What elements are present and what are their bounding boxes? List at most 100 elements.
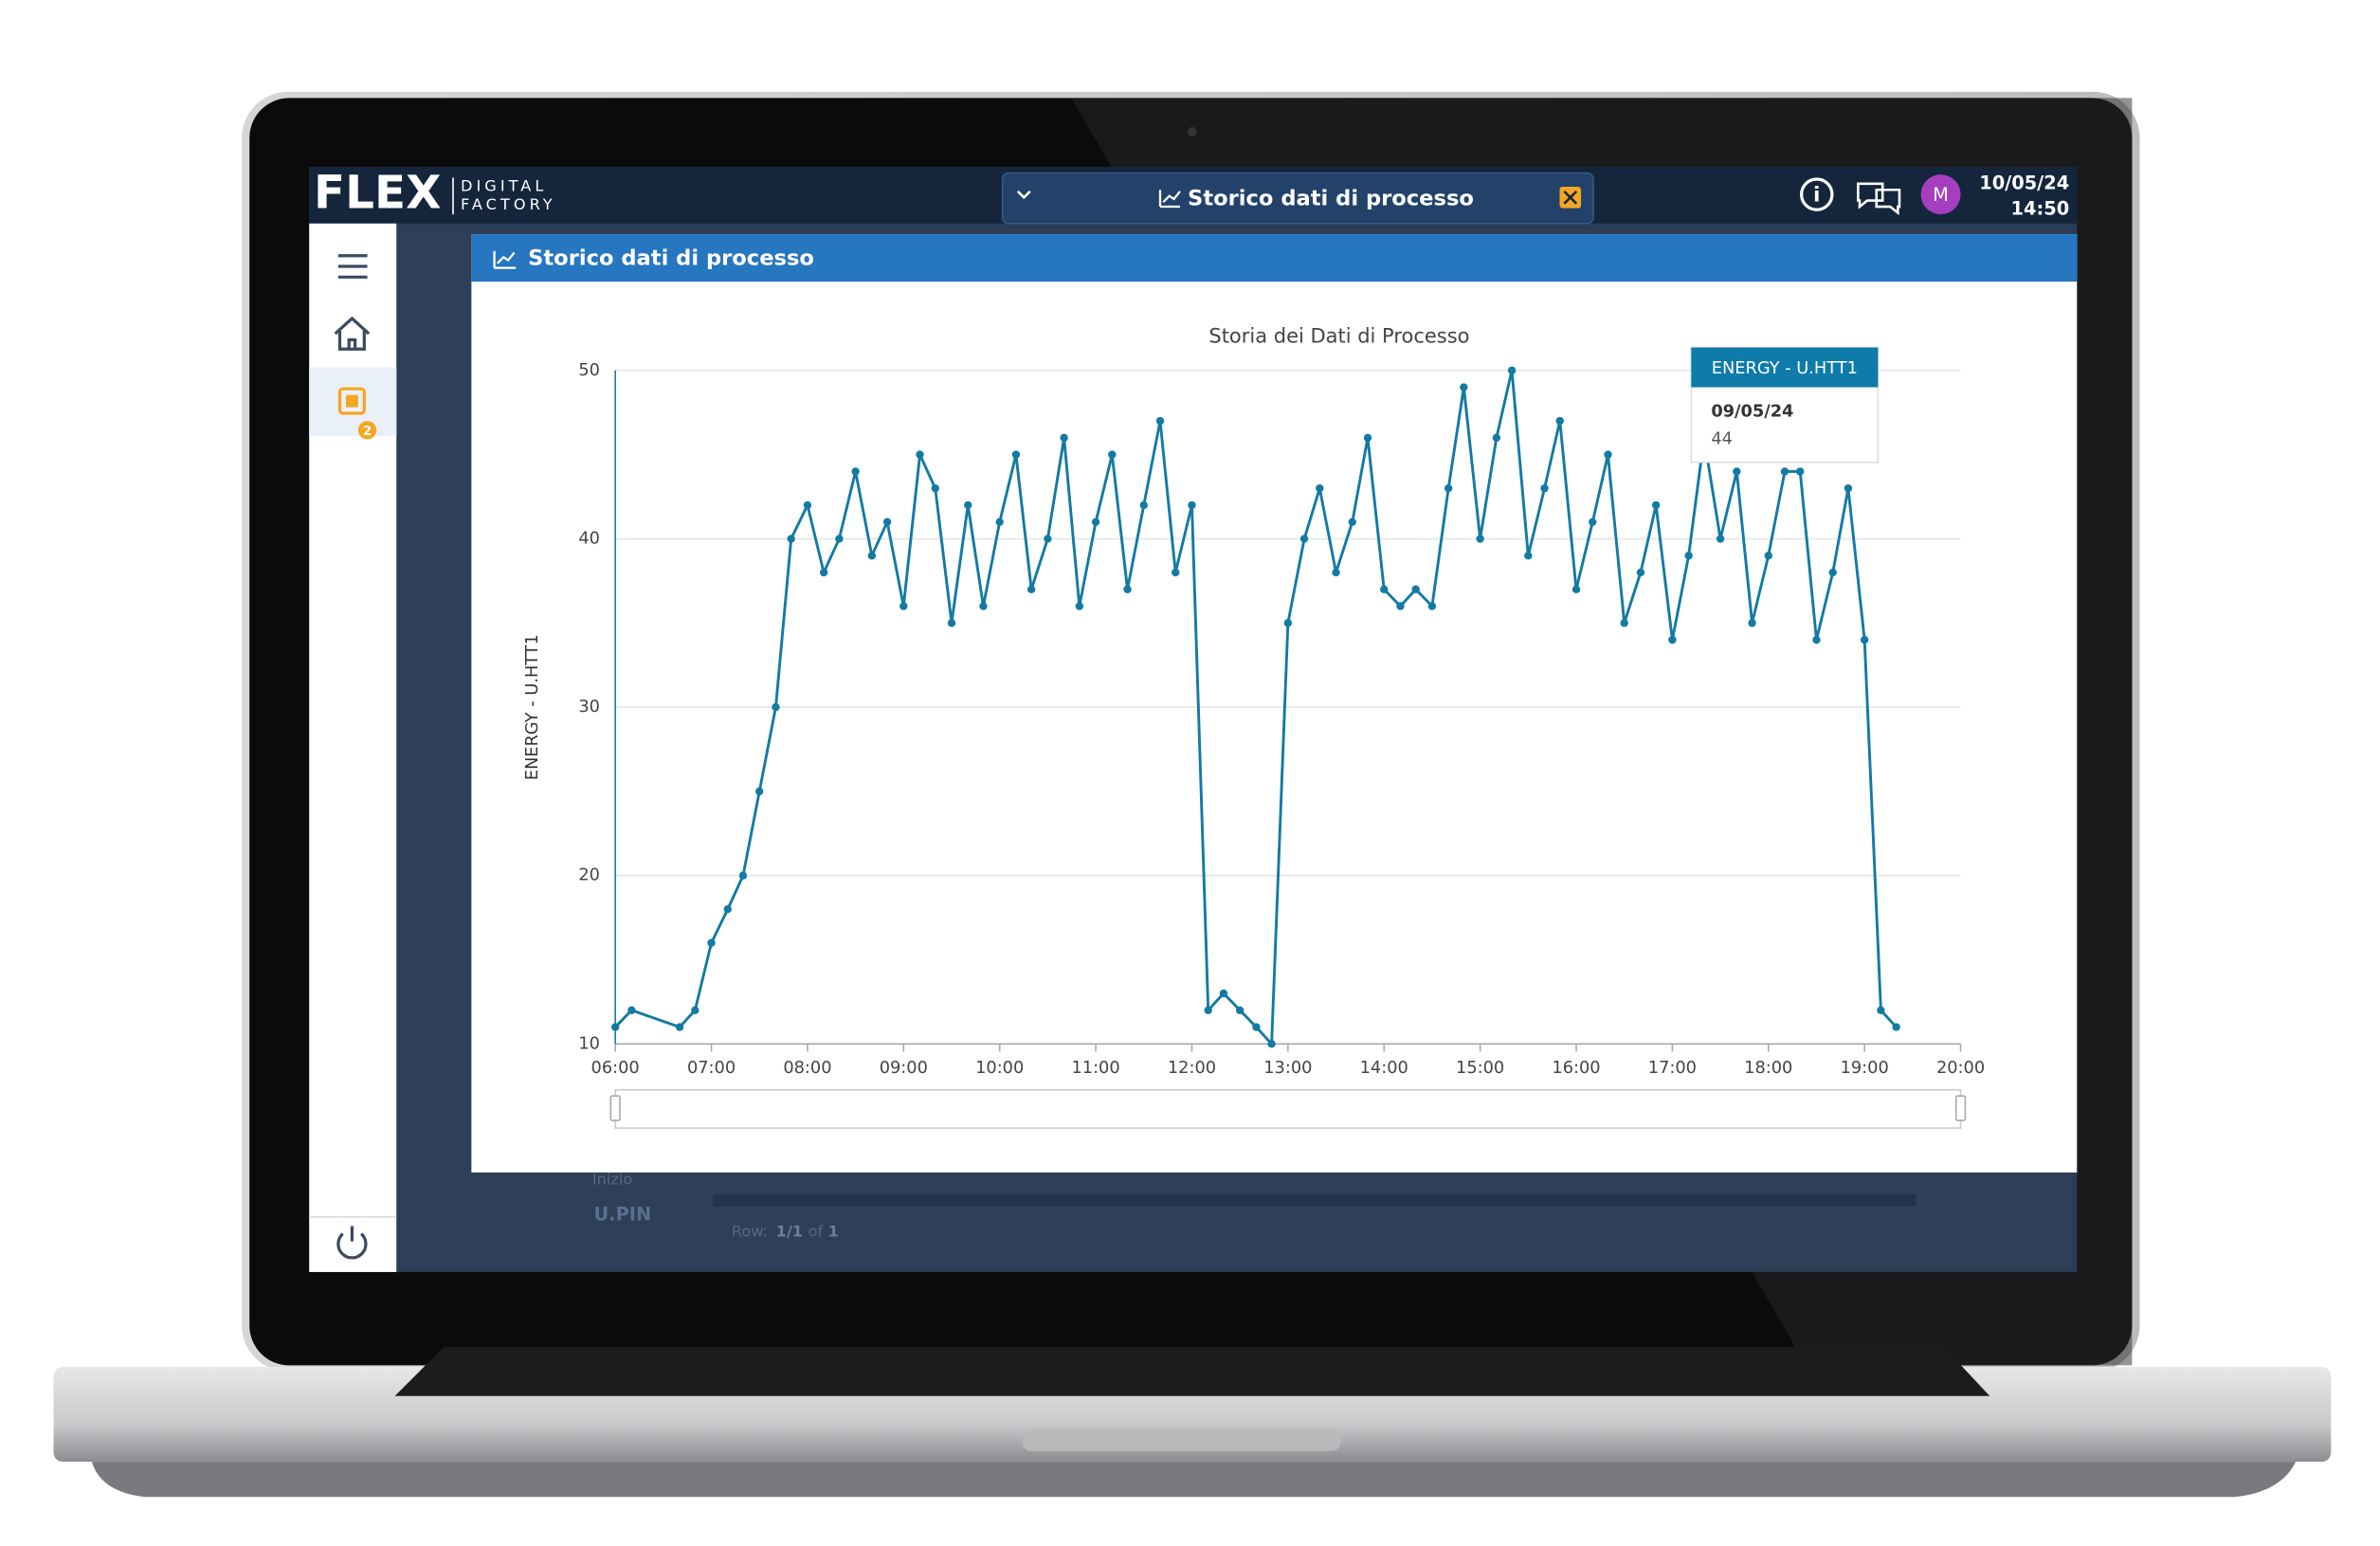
x-tick-label: 11:00 bbox=[1071, 1059, 1119, 1078]
slider-handle[interactable] bbox=[609, 1095, 621, 1121]
data-point bbox=[787, 535, 795, 543]
logo: FLEX bbox=[314, 167, 441, 220]
data-point bbox=[1235, 1006, 1245, 1014]
y-tick-label: 40 bbox=[578, 529, 600, 548]
data-point bbox=[1589, 518, 1597, 526]
badge-count: 2 bbox=[363, 425, 372, 439]
tooltip-series: ENERGY - U.HTT1 bbox=[1712, 359, 1858, 378]
data-point bbox=[1123, 585, 1132, 593]
data-point bbox=[1780, 467, 1790, 476]
data-point bbox=[723, 905, 732, 914]
data-point bbox=[738, 871, 748, 880]
data-point bbox=[1604, 450, 1612, 459]
x-tick-label: 17:00 bbox=[1648, 1059, 1697, 1078]
data-point bbox=[1684, 552, 1693, 560]
data-point bbox=[1668, 635, 1677, 645]
camera bbox=[1188, 127, 1197, 136]
tab-icon bbox=[1158, 190, 1181, 209]
avatar[interactable] bbox=[1920, 174, 1961, 215]
avatar-letter: M bbox=[1933, 184, 1949, 206]
data-point bbox=[772, 702, 780, 712]
data-point bbox=[947, 619, 956, 627]
data-point bbox=[1620, 619, 1628, 627]
data-point bbox=[1651, 500, 1661, 510]
tab[interactable] bbox=[1001, 172, 1594, 225]
data-point bbox=[675, 1023, 684, 1031]
data-point bbox=[1716, 535, 1725, 543]
data-point bbox=[1636, 568, 1645, 577]
data-point bbox=[1555, 416, 1564, 426]
power-icon[interactable] bbox=[336, 1226, 368, 1260]
x-tick-label: 16:00 bbox=[1552, 1059, 1600, 1078]
data-point bbox=[1299, 535, 1309, 543]
logo-sub: FACTORY bbox=[461, 195, 556, 213]
data-point bbox=[1283, 619, 1293, 627]
data-point bbox=[1060, 433, 1068, 443]
data-point bbox=[1796, 467, 1805, 476]
tab-dropdown[interactable] bbox=[1016, 190, 1031, 200]
keyboard-edge bbox=[394, 1347, 1990, 1396]
data-point bbox=[931, 483, 939, 493]
bg-row: of bbox=[808, 1222, 824, 1240]
data-point bbox=[1188, 500, 1196, 510]
data-point bbox=[1733, 467, 1741, 476]
data-point bbox=[899, 602, 908, 610]
data-point bbox=[1476, 535, 1484, 543]
tooltip: ENERGY - U.HTT1 09/05/24 44 bbox=[1690, 346, 1880, 464]
data-point bbox=[1444, 483, 1453, 493]
data-point bbox=[1396, 602, 1405, 610]
x-tick-label: 08:00 bbox=[783, 1059, 831, 1078]
data-point bbox=[964, 500, 972, 510]
data-point bbox=[627, 1006, 636, 1014]
x-tick-label: 10:00 bbox=[975, 1059, 1024, 1078]
menu-icon[interactable] bbox=[337, 254, 368, 279]
data-point bbox=[1507, 366, 1517, 375]
time: 14:50 bbox=[2011, 198, 2070, 220]
y-tick-label: 10 bbox=[578, 1034, 600, 1053]
data-point bbox=[1348, 518, 1356, 526]
y-tick-label: 30 bbox=[578, 698, 600, 717]
data-point bbox=[1540, 483, 1549, 493]
data-point bbox=[1075, 602, 1084, 610]
data-point bbox=[1267, 1040, 1276, 1048]
data-point bbox=[1363, 433, 1372, 443]
data-point bbox=[1204, 1006, 1212, 1014]
data-point bbox=[1844, 483, 1853, 493]
data-point bbox=[1411, 585, 1420, 593]
data-point bbox=[979, 602, 988, 610]
logo-sub: DIGITAL bbox=[461, 177, 547, 195]
data-point bbox=[1044, 535, 1052, 543]
x-tick-label: 07:00 bbox=[687, 1059, 736, 1078]
data-point bbox=[882, 518, 892, 526]
bg-row: Row: bbox=[732, 1222, 768, 1240]
data-point bbox=[1139, 500, 1148, 510]
data-point bbox=[803, 500, 812, 510]
x-tick-label: 12:00 bbox=[1168, 1059, 1216, 1078]
y-tick-label: 20 bbox=[578, 866, 600, 885]
date: 10/05/24 bbox=[1979, 172, 2069, 193]
info-glyph: i bbox=[1813, 184, 1820, 207]
tooltip-header bbox=[1691, 347, 1879, 388]
data-point bbox=[1219, 989, 1228, 998]
x-tick-label: 13:00 bbox=[1263, 1059, 1312, 1078]
x-tick-label: 06:00 bbox=[591, 1059, 640, 1078]
data-point bbox=[995, 518, 1004, 526]
home-icon[interactable] bbox=[334, 316, 371, 351]
data-point bbox=[1892, 1023, 1900, 1031]
chip-core bbox=[345, 394, 358, 408]
data-point bbox=[851, 467, 860, 476]
y-tick-label: 50 bbox=[578, 361, 600, 380]
data-point bbox=[1572, 585, 1581, 593]
bg-label: U.PIN bbox=[594, 1204, 652, 1226]
info-icon[interactable] bbox=[1799, 177, 1834, 211]
chat-icon[interactable] bbox=[1857, 182, 1901, 216]
x-tick-label: 19:00 bbox=[1841, 1059, 1889, 1078]
base-bottom bbox=[91, 1462, 2297, 1498]
data-point bbox=[1812, 635, 1821, 645]
data-point bbox=[1380, 585, 1389, 593]
data-point bbox=[1026, 585, 1036, 593]
slider-handle[interactable] bbox=[1954, 1095, 1967, 1121]
bg-scrollbar bbox=[713, 1193, 1917, 1207]
data-point bbox=[755, 787, 764, 796]
